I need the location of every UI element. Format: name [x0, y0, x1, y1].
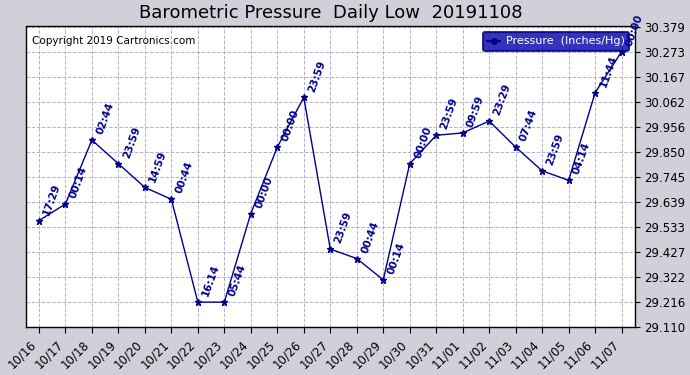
Text: 23:59: 23:59 — [306, 59, 327, 93]
Text: 00:14: 00:14 — [386, 241, 407, 276]
Text: 00:00: 00:00 — [280, 108, 301, 143]
Text: 00:44: 00:44 — [174, 160, 195, 195]
Text: 11:44: 11:44 — [598, 54, 619, 88]
Text: 17:29: 17:29 — [41, 182, 62, 216]
Legend: Pressure  (Inches/Hg): Pressure (Inches/Hg) — [482, 32, 629, 51]
Text: 00:00: 00:00 — [413, 125, 433, 160]
Text: 07:44: 07:44 — [518, 108, 540, 143]
Title: Barometric Pressure  Daily Low  20191108: Barometric Pressure Daily Low 20191108 — [139, 4, 522, 22]
Text: Copyright 2019 Cartronics.com: Copyright 2019 Cartronics.com — [32, 36, 195, 45]
Text: 00:14: 00:14 — [68, 165, 89, 200]
Text: 00:44: 00:44 — [359, 220, 380, 254]
Text: 09:59: 09:59 — [466, 94, 486, 129]
Text: 05:44: 05:44 — [227, 263, 248, 298]
Text: 00:00: 00:00 — [624, 13, 645, 48]
Text: 23:59: 23:59 — [121, 125, 142, 160]
Text: 16:14: 16:14 — [201, 263, 221, 298]
Text: 02:44: 02:44 — [95, 101, 115, 136]
Text: 00:00: 00:00 — [254, 175, 275, 209]
Text: 14:59: 14:59 — [148, 149, 168, 183]
Text: 23:59: 23:59 — [333, 210, 354, 245]
Text: 23:59: 23:59 — [545, 132, 566, 166]
Text: 23:29: 23:29 — [492, 82, 513, 117]
Text: 23:59: 23:59 — [439, 97, 460, 131]
Text: 04:14: 04:14 — [571, 141, 592, 176]
